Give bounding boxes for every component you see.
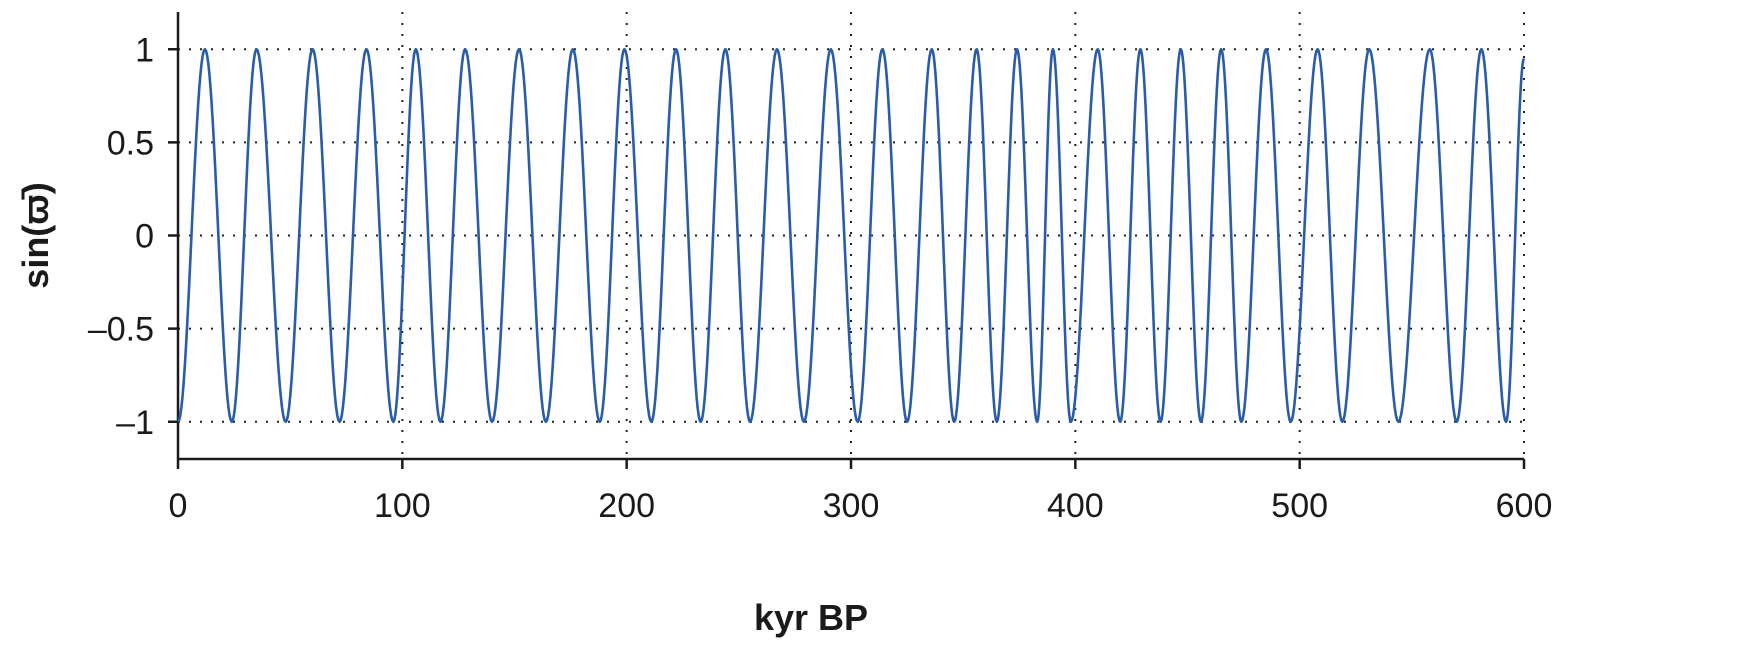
x-tick-label: 100 xyxy=(374,487,431,525)
grid xyxy=(178,12,1525,459)
y-tick-label: –0.5 xyxy=(88,311,154,349)
series-line xyxy=(176,47,1526,424)
x-tick-label: 0 xyxy=(169,487,188,525)
x-tick-label: 200 xyxy=(598,487,655,525)
x-axis-title: kyr BP xyxy=(754,597,868,638)
series xyxy=(176,47,1526,424)
x-tick-label: 500 xyxy=(1271,487,1328,525)
y-tick-label: 0 xyxy=(135,218,154,256)
y-tick-label: 0.5 xyxy=(107,124,154,162)
x-tick-label: 400 xyxy=(1047,487,1104,525)
y-axis-title: sin(ϖ̄) xyxy=(15,182,56,288)
x-tick-label: 300 xyxy=(823,487,880,525)
x-tick-label: 600 xyxy=(1496,487,1553,525)
y-tick-label: –1 xyxy=(116,404,154,442)
ticks: 0 100 200 300 400 500 600 1 0.5 0 –0.5 –1 xyxy=(88,31,1553,525)
y-tick-label: 1 xyxy=(135,31,154,69)
